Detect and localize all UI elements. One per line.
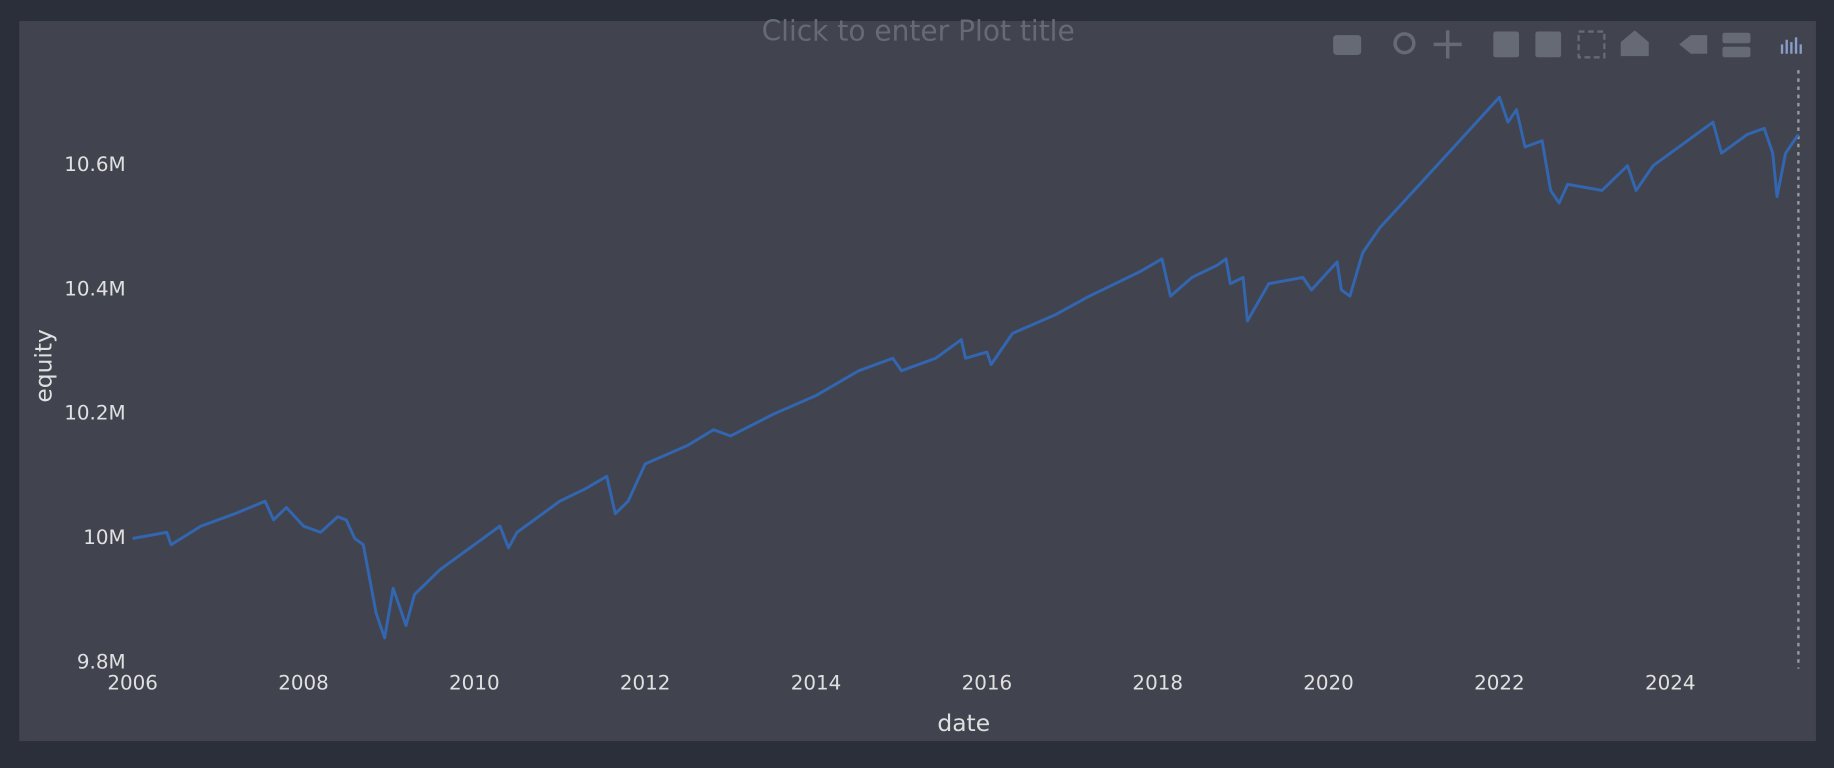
x-tick-label: 2024 [1645,671,1696,694]
autoscale-button[interactable] [1577,30,1606,59]
x-tick-label: 2010 [449,671,500,694]
y-axis-title: equity [29,329,57,403]
plot-background [19,21,1816,742]
zoom-out-button[interactable] [1535,31,1562,58]
x-tick-label: 2008 [278,671,329,694]
y-tick-label: 10.2M [64,402,125,425]
pan-button[interactable] [1433,30,1462,59]
plotly-logo[interactable] [1780,37,1802,54]
x-tick-label: 2012 [620,671,671,694]
equity-line [132,95,1800,640]
zoom-in-button[interactable] [1493,31,1520,58]
x-axis-title: date [937,709,990,737]
y-tick-label: 9.8M [77,650,126,673]
y-tick-label: 10.6M [64,153,125,176]
y-tick-label: 10.4M [64,277,125,300]
x-tick-label: 2020 [1303,671,1354,694]
x-tick-label: 2022 [1474,671,1525,694]
chart-title[interactable]: Click to enter Plot title [762,15,1075,48]
camera-button[interactable] [1333,35,1362,55]
modebar [1333,30,1802,59]
x-tick-label: 2018 [1132,671,1183,694]
hover-compare-button[interactable] [1722,32,1751,44]
x-tick-label: 2006 [107,671,158,694]
y-tick-label: 10M [83,526,125,549]
zoom-button[interactable] [1393,32,1416,55]
hover-closest-button[interactable] [1679,35,1708,54]
x-tick-label: 2016 [962,671,1013,694]
reset-button[interactable] [1620,30,1649,57]
x-tick-label: 2014 [791,671,842,694]
